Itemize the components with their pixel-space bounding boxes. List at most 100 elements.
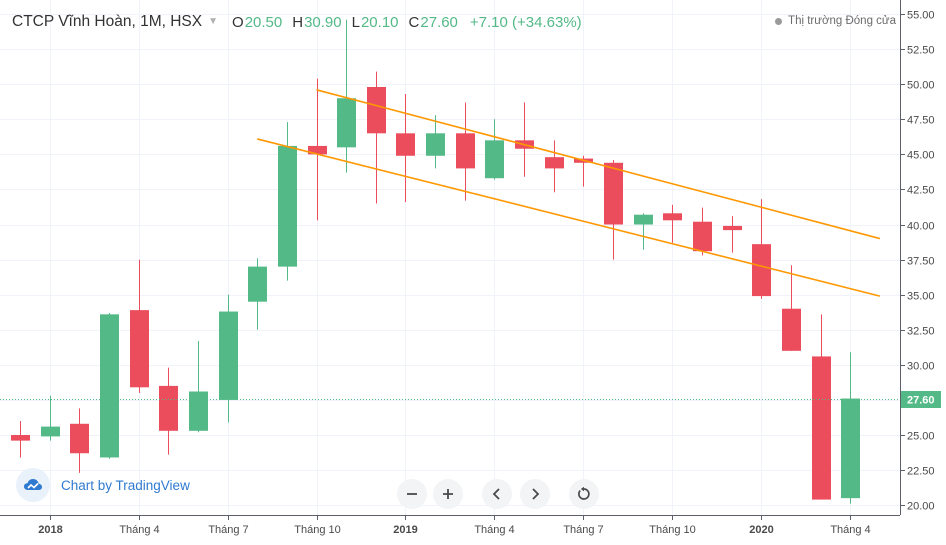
candle-body xyxy=(634,214,653,225)
candle-body xyxy=(159,385,178,431)
candle[interactable] xyxy=(841,352,860,504)
candle[interactable] xyxy=(812,314,831,500)
low-value: 20.10 xyxy=(360,13,399,31)
scroll-left-button[interactable] xyxy=(482,479,512,509)
candle-body xyxy=(396,133,415,156)
y-tick-label: 30.00 xyxy=(907,361,935,373)
candle-body xyxy=(278,145,297,267)
candle[interactable] xyxy=(337,19,356,173)
y-tick-label: 37.50 xyxy=(907,256,935,268)
candle-body xyxy=(248,266,267,302)
y-tick-label: 20.00 xyxy=(907,501,935,513)
candle-body xyxy=(130,310,149,388)
candle-body xyxy=(189,391,208,431)
candle-body xyxy=(219,311,238,400)
y-tick-label: 40.00 xyxy=(907,221,935,233)
plus-icon xyxy=(443,489,453,499)
candle[interactable] xyxy=(545,140,564,193)
market-status-dot-icon xyxy=(775,17,783,25)
chevron-right-icon xyxy=(532,488,540,500)
candle[interactable] xyxy=(248,258,267,330)
candle-body xyxy=(41,426,60,437)
candle-body xyxy=(693,221,712,252)
trendline[interactable] xyxy=(257,138,881,297)
candle-body xyxy=(337,98,356,148)
candle[interactable] xyxy=(308,78,327,221)
candle[interactable] xyxy=(604,159,623,260)
symbol-title[interactable]: CTCP Vĩnh Hoàn, 1M, HSX xyxy=(12,13,203,30)
candle-body xyxy=(100,314,119,458)
candle-body xyxy=(426,133,445,156)
candle-body xyxy=(70,423,89,454)
candle[interactable] xyxy=(11,420,30,458)
candle[interactable] xyxy=(515,102,534,177)
close-key: C xyxy=(408,13,420,31)
candle[interactable] xyxy=(219,294,238,423)
candle[interactable] xyxy=(100,312,119,459)
candle[interactable] xyxy=(130,259,149,393)
change-value: +7.10 (+34.63%) xyxy=(469,13,582,31)
candle[interactable] xyxy=(396,94,415,203)
reset-icon xyxy=(578,486,590,500)
candle[interactable] xyxy=(723,216,742,253)
open-value: 20.50 xyxy=(244,13,283,31)
candle-body xyxy=(752,244,771,297)
zoom-out-button[interactable] xyxy=(397,479,427,509)
x-tick-label: Tháng 7 xyxy=(208,524,248,536)
y-tick-label: 45.00 xyxy=(907,150,935,162)
chart-legend: CTCP Vĩnh Hoàn, 1M, HSX ▼ O 20.50 H 30.90 … xyxy=(12,11,582,33)
low-key: L xyxy=(351,13,360,31)
market-status: Thị trường Đóng cửa xyxy=(775,15,896,27)
candle-body xyxy=(604,162,623,225)
y-tick-label: 47.50 xyxy=(907,115,935,127)
candle[interactable] xyxy=(41,395,60,441)
x-tick-label: 2019 xyxy=(393,524,417,536)
candle-body xyxy=(367,87,386,134)
candle[interactable] xyxy=(426,115,445,169)
candle-body xyxy=(545,157,564,169)
y-tick-label: 55.00 xyxy=(907,10,935,22)
scroll-right-button[interactable] xyxy=(520,479,550,509)
x-tick-label: 2020 xyxy=(749,524,773,536)
candle-body xyxy=(782,308,801,351)
candle[interactable] xyxy=(752,199,771,299)
candle[interactable] xyxy=(70,408,89,473)
candle-body xyxy=(812,356,831,500)
x-tick-label: Tháng 7 xyxy=(563,524,603,536)
candle[interactable] xyxy=(189,340,208,433)
minus-icon xyxy=(407,493,417,495)
candle[interactable] xyxy=(278,122,297,281)
candle-body xyxy=(456,133,475,169)
chevron-left-icon xyxy=(492,488,500,500)
candle[interactable] xyxy=(367,71,386,204)
candle-body xyxy=(663,213,682,221)
branding-text[interactable]: Chart by TradingView xyxy=(61,477,190,493)
x-tick-label: Tháng 4 xyxy=(830,524,870,536)
candle[interactable] xyxy=(693,207,712,256)
reset-chart-button[interactable] xyxy=(569,479,599,509)
market-status-text: Thị trường Đóng cửa xyxy=(788,15,896,27)
candle[interactable] xyxy=(634,213,653,250)
candle[interactable] xyxy=(782,265,801,351)
zoom-in-button[interactable] xyxy=(433,479,463,509)
candle-body xyxy=(11,435,30,441)
candle[interactable] xyxy=(663,204,682,243)
candle[interactable] xyxy=(485,119,504,180)
x-tick-label: Tháng 4 xyxy=(119,524,159,536)
candle[interactable] xyxy=(456,102,475,201)
y-tick-label: 35.00 xyxy=(907,291,935,303)
high-key: H xyxy=(292,13,304,31)
candle[interactable] xyxy=(159,367,178,455)
y-tick-label: 32.50 xyxy=(907,326,935,338)
y-tick-label: 22.50 xyxy=(907,466,935,478)
last-price-tag xyxy=(901,391,941,408)
candle-body xyxy=(841,398,860,499)
symbol-dropdown-icon[interactable]: ▼ xyxy=(208,15,219,27)
tradingview-branding[interactable]: Chart by TradingView xyxy=(16,468,190,502)
candle-body xyxy=(723,225,742,231)
y-tick-label: 52.50 xyxy=(907,45,935,57)
candle-body xyxy=(485,140,504,179)
trendline[interactable] xyxy=(316,89,881,240)
y-tick-label: 25.00 xyxy=(907,431,935,443)
